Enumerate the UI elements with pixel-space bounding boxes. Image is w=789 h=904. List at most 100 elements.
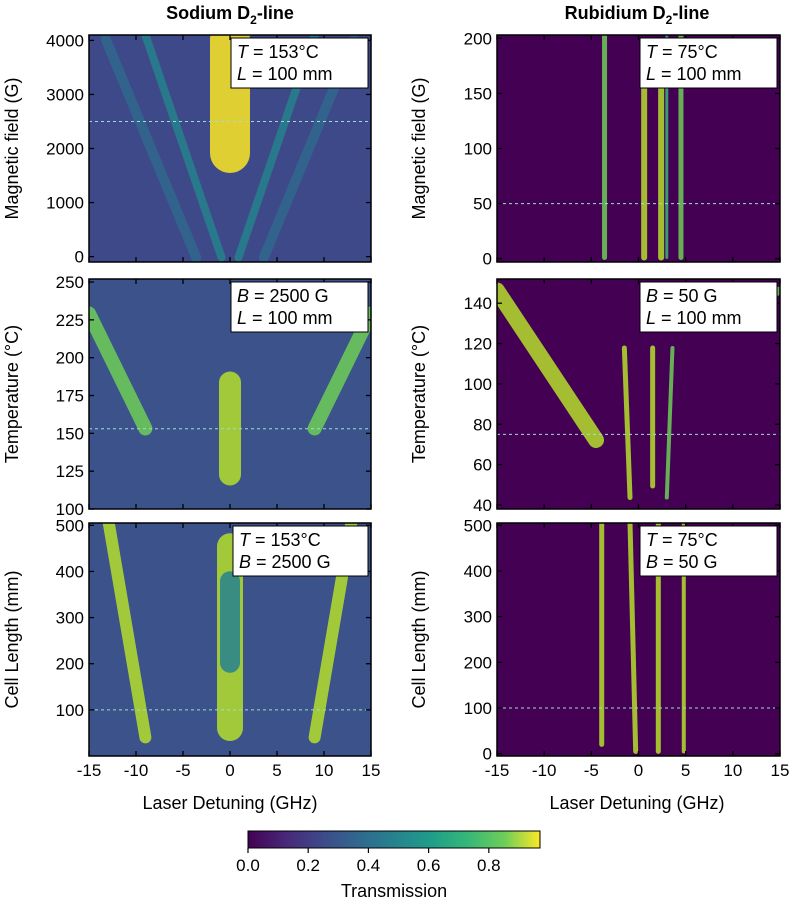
x-axis-label-left: Laser Detuning (GHz)	[142, 793, 317, 813]
x-tick-label: -5	[175, 761, 190, 780]
x-axis-label-right: Laser Detuning (GHz)	[549, 793, 724, 813]
colorbar-label: Transmission	[341, 881, 447, 901]
x-tick-label: -10	[124, 761, 149, 780]
x-tick-label: 5	[681, 761, 690, 780]
transmission-band	[307, 306, 371, 436]
transmission-band	[102, 523, 152, 744]
x-tick-label: -10	[532, 761, 557, 780]
x-tick-label: -15	[77, 761, 102, 780]
x-tick-label: 0	[634, 761, 643, 780]
y-tick-label: 100	[56, 701, 84, 720]
y-tick-label: 400	[56, 562, 84, 581]
y-tick-label: 140	[464, 294, 492, 313]
y-tick-label: 300	[56, 609, 84, 628]
x-tick-label: 5	[272, 761, 281, 780]
y-tick-label: 40	[473, 496, 492, 515]
y-tick-label: 125	[56, 462, 84, 481]
annotation-text: L = 100 mm	[646, 308, 742, 328]
annotation-box	[230, 37, 369, 89]
y-axis-label: Magnetic field (G)	[2, 77, 22, 219]
x-tick-label: 10	[723, 761, 742, 780]
y-tick-label: 120	[464, 335, 492, 354]
y-tick-label: 300	[464, 608, 492, 627]
transmission-band	[141, 35, 226, 262]
x-tick-label: -5	[584, 761, 599, 780]
y-tick-label: 0	[75, 248, 84, 267]
annotation-text: L = 100 mm	[237, 64, 333, 84]
panel-sodium-temperature: 100 125 150 175 200 225 250 Temperature (°C) B =…	[2, 273, 372, 519]
annotation-text: T = 75°C	[646, 530, 718, 550]
column-title-rubidium: Rubidium D2-line	[565, 3, 710, 27]
y-tick-label: 1000	[46, 194, 84, 213]
annotation-text: L = 100 mm	[237, 308, 333, 328]
annotation-box	[230, 281, 369, 333]
transmission-band	[497, 282, 605, 448]
x-tick-label: 15	[771, 761, 789, 780]
panel-rubidium-magnetic-field: 0 50 100 150 200 Magnetic field (G) T = 75°CL …	[409, 29, 781, 269]
y-tick-label: 100	[464, 140, 492, 159]
colorbar-tick-label: 0.2	[296, 856, 320, 875]
annotation-text: T = 153°C	[237, 42, 319, 62]
y-tick-label: 0	[483, 250, 492, 269]
y-tick-label: 60	[473, 456, 492, 475]
y-tick-label: 0	[483, 745, 492, 764]
y-axis-label: Magnetic field (G)	[409, 77, 429, 219]
y-axis-label: Temperature (°C)	[2, 325, 22, 463]
y-tick-label: 80	[473, 415, 492, 434]
colorbar-tick-label: 0.6	[417, 856, 441, 875]
colorbar-ticks: 0.0 0.2 0.4 0.6 0.8	[236, 848, 501, 875]
annotation-text: B = 2500 G	[239, 552, 331, 572]
annotation-box	[639, 37, 778, 89]
colorbar: 0.0 0.2 0.4 0.6 0.8 Transmission	[236, 830, 541, 901]
y-tick-label: 50	[473, 195, 492, 214]
panel-rubidium-temperature: 40 60 80 100 120 140 Temperature (°C) B = 50 GL…	[409, 278, 781, 515]
colorbar-tick-label: 0.4	[357, 856, 381, 875]
y-tick-label: 100	[464, 375, 492, 394]
y-tick-label: 150	[464, 84, 492, 103]
colorbar-tick-label: 0.8	[477, 856, 501, 875]
colorbar-gradient	[247, 830, 541, 849]
transmission-band	[627, 523, 639, 754]
panel-sodium-magnetic-field: 0 1000 2000 3000 4000 Magnetic field (G) T = 1…	[2, 31, 372, 267]
y-axis-label: Temperature (°C)	[409, 325, 429, 463]
panel-rubidium-cell-length: 0 100 200 300 400 500 -15 -10 -5 0 5 10 15 Cell Lengt…	[409, 516, 789, 780]
y-tick-label: 3000	[46, 85, 84, 104]
panel-sodium-cell-length: 100 200 300 400 500 -15 -10 -5 0 5 10 15 Cell Length…	[2, 516, 380, 780]
colorbar-tick-label: 0.0	[236, 856, 260, 875]
y-tick-label: 100	[56, 500, 84, 519]
y-axis-label: Cell Length (mm)	[409, 570, 429, 708]
y-tick-label: 250	[56, 273, 84, 292]
annotation-text: B = 2500 G	[237, 286, 329, 306]
x-tick-label: 15	[362, 761, 381, 780]
y-tick-label: 2000	[46, 140, 84, 159]
y-tick-label: 500	[56, 516, 84, 535]
transmission-band	[621, 345, 633, 500]
y-tick-label: 200	[56, 655, 84, 674]
annotation-text: L = 100 mm	[646, 64, 742, 84]
y-tick-label: 175	[56, 387, 84, 406]
annotation-box	[639, 525, 778, 577]
annotation-text: T = 153°C	[239, 530, 321, 550]
x-tick-label: -15	[485, 761, 510, 780]
y-tick-label: 150	[56, 424, 84, 443]
column-title-sodium: Sodium D2-line	[166, 3, 294, 27]
annotation-box	[639, 281, 778, 333]
y-tick-label: 225	[56, 311, 84, 330]
annotation-text: B = 50 G	[646, 552, 718, 572]
y-tick-label: 200	[56, 349, 84, 368]
y-tick-label: 4000	[46, 31, 84, 50]
x-tick-label: 10	[315, 761, 334, 780]
y-tick-label: 200	[464, 29, 492, 48]
y-tick-label: 100	[464, 699, 492, 718]
annotation-text: B = 50 G	[646, 286, 718, 306]
y-tick-label: 200	[464, 653, 492, 672]
transmission-band	[100, 35, 202, 262]
y-tick-label: 400	[464, 562, 492, 581]
transmission-band	[89, 306, 153, 436]
annotation-text: T = 75°C	[646, 42, 718, 62]
y-axis-label: Cell Length (mm)	[2, 570, 22, 708]
y-tick-label: 500	[464, 516, 492, 535]
x-tick-label: 0	[225, 761, 234, 780]
